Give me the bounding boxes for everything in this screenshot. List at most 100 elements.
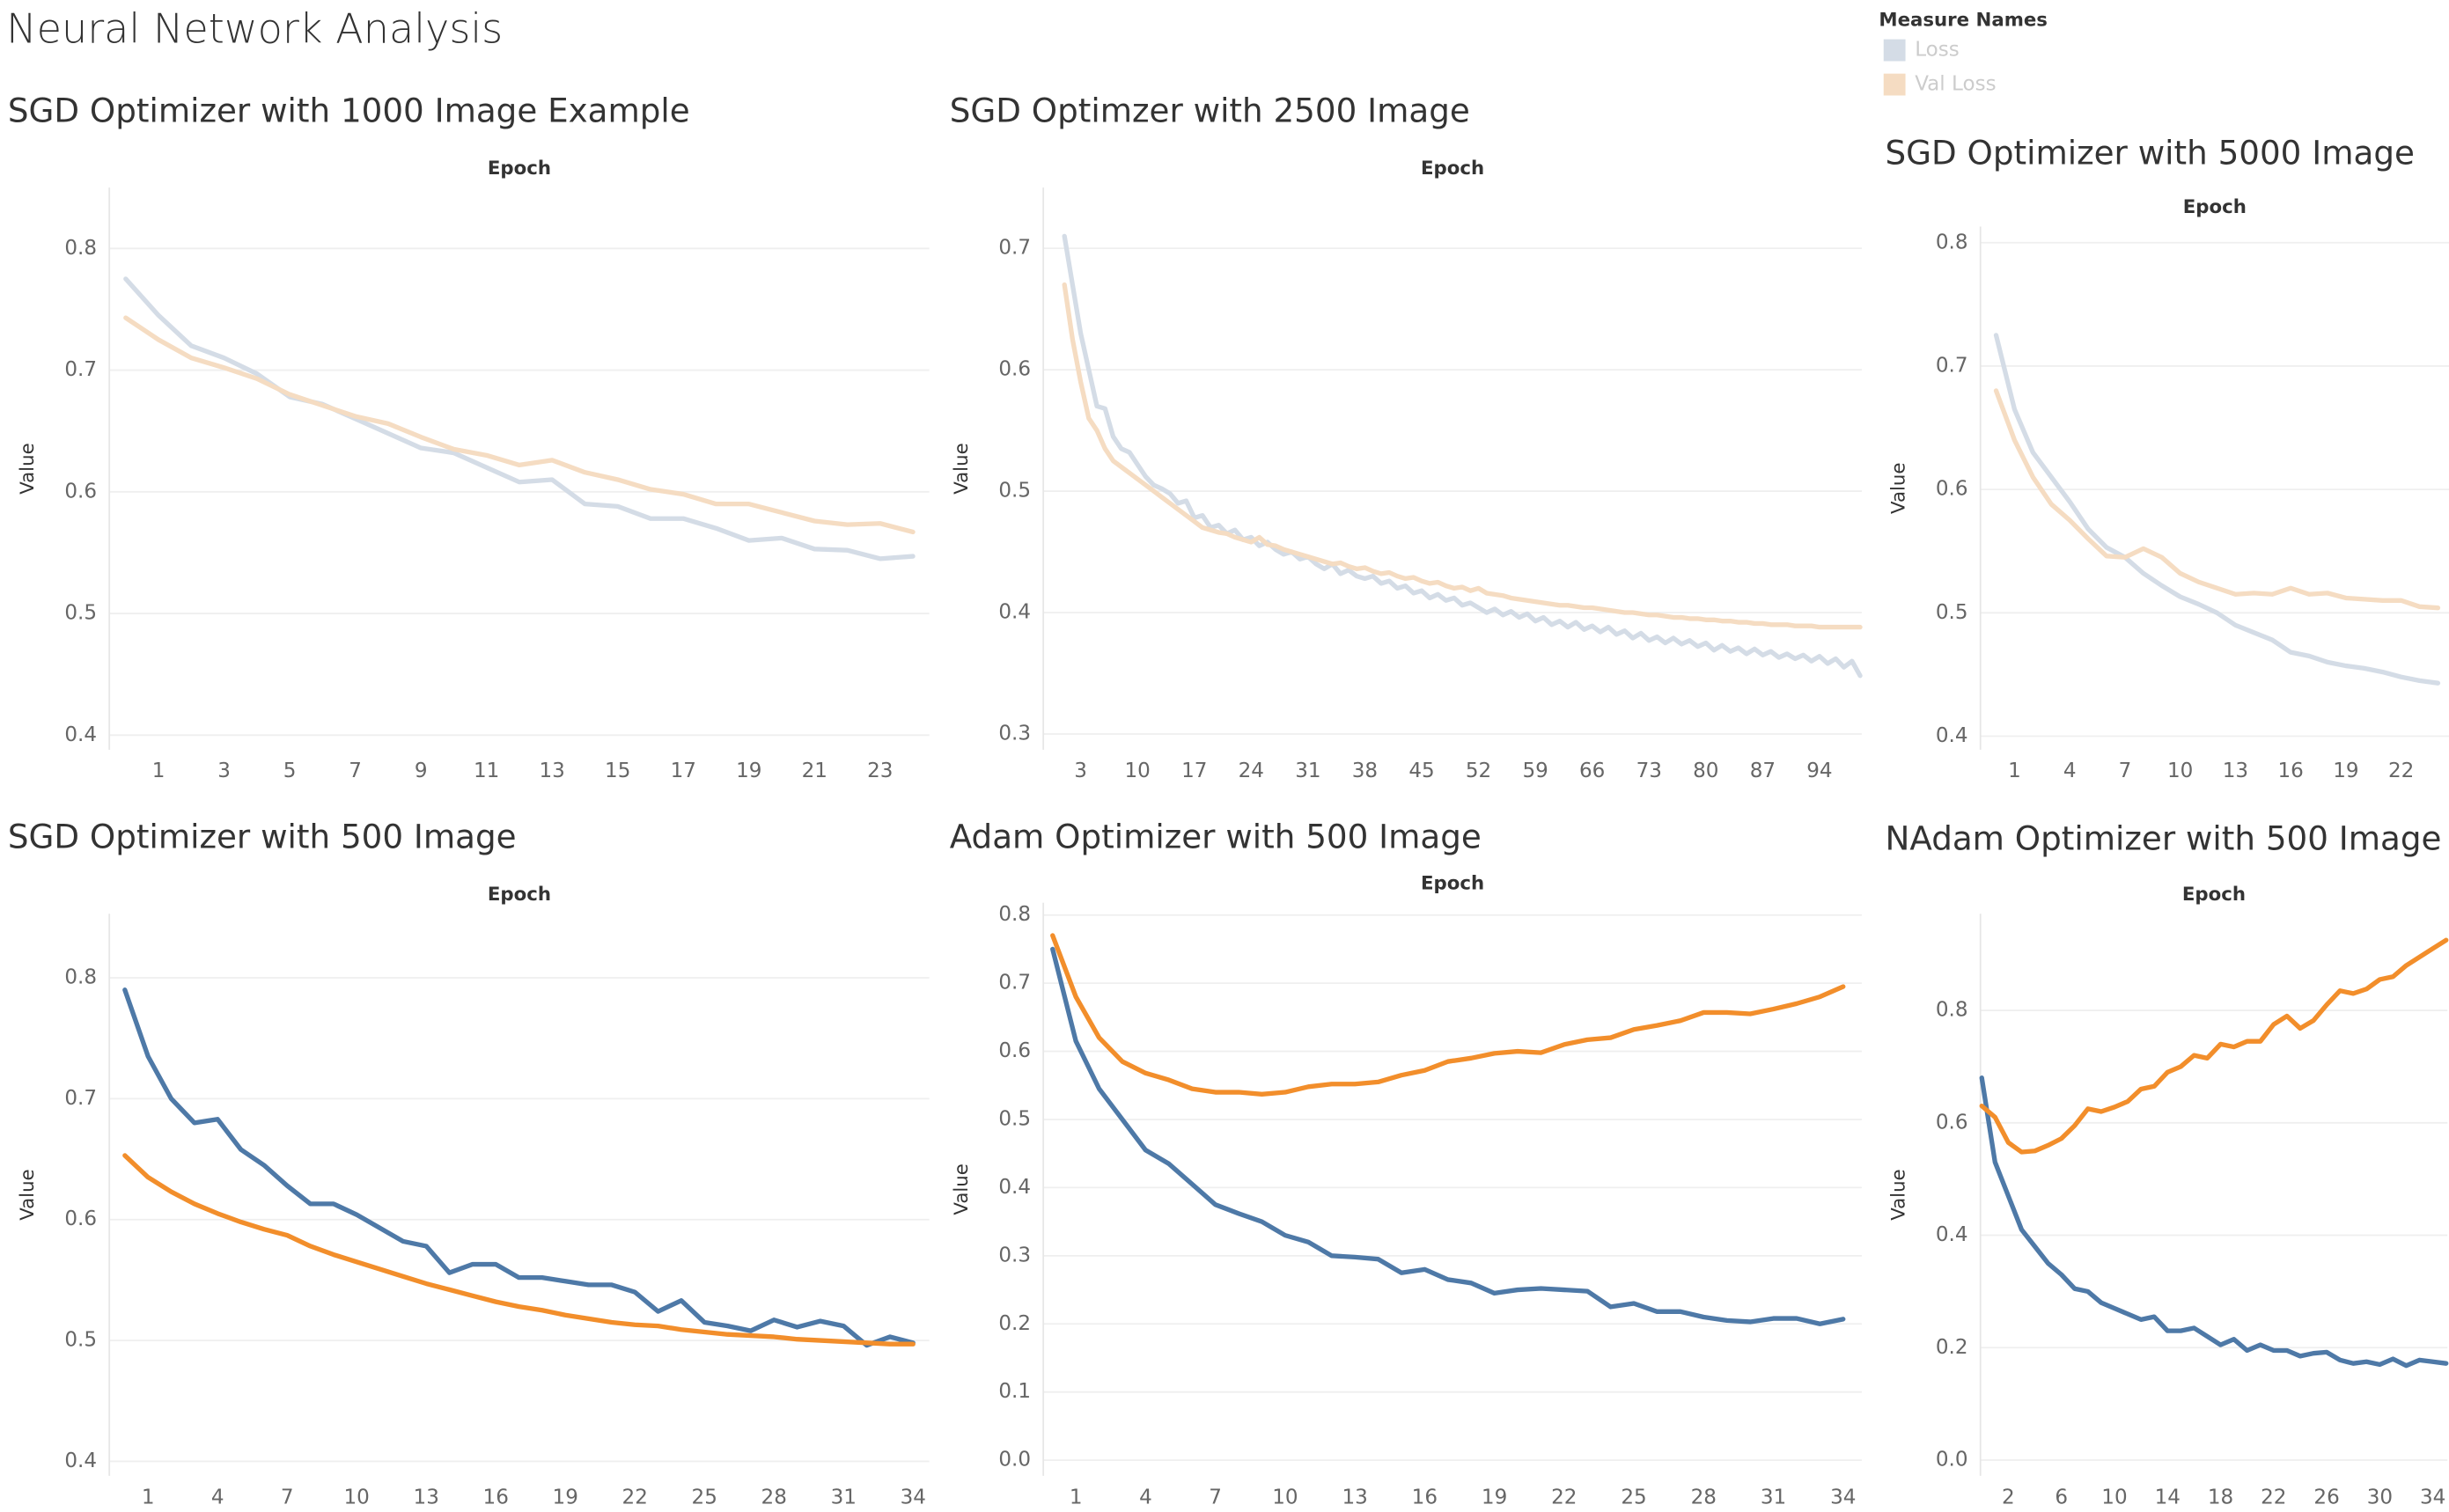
chart-panel: SGD Optimizer with 500 Image Epoch Value 0.… [8, 818, 930, 1508]
x-tick-label: 59 [1522, 760, 1548, 782]
x-tick-label: 73 [1636, 760, 1662, 782]
x-tick-label: 31 [1761, 1486, 1786, 1508]
x-tick-label: 13 [414, 1486, 439, 1508]
x-tick-label: 13 [540, 760, 565, 782]
legend-label: Loss [1915, 39, 1960, 62]
y-tick-label: 0.3 [998, 1244, 1031, 1266]
x-tick-label: 17 [1181, 760, 1207, 782]
series-line [1050, 933, 1846, 1097]
x-axis-title: Epoch [488, 158, 551, 180]
x-tick-label: 22 [1551, 1486, 1577, 1508]
x-tick-label: 24 [1239, 760, 1264, 782]
y-tick-label: 0.4 [1936, 1223, 1968, 1246]
x-tick-label: 10 [1125, 760, 1151, 782]
chart-title: NAdam Optimizer with 500 Image [1886, 818, 2442, 857]
series-line [123, 315, 916, 535]
y-tick-label: 0.0 [998, 1449, 1031, 1472]
y-tick-label: 0.6 [1936, 478, 1968, 501]
x-tick-label: 4 [211, 1486, 224, 1508]
x-tick-label: 2 [2002, 1486, 2015, 1508]
x-tick-label: 10 [2101, 1486, 2127, 1508]
x-tick-label: 94 [1806, 760, 1832, 782]
chart-title: SGD Optimizer with 500 Image [8, 818, 517, 856]
x-tick-label: 14 [2155, 1486, 2181, 1508]
x-tick-label: 1 [1070, 1486, 1083, 1508]
y-tick-label: 0.7 [998, 972, 1031, 995]
x-tick-label: 3 [1074, 760, 1087, 782]
y-tick-label: 0.6 [64, 1207, 97, 1230]
dashboard-title: Neural Network Analysis [6, 4, 503, 52]
x-tick-label: 45 [1408, 760, 1434, 782]
series-line [1979, 937, 2449, 1155]
y-tick-label: 0.8 [64, 965, 97, 988]
series-line [1062, 282, 1863, 630]
y-axis-title: Value [17, 443, 39, 494]
x-axis-title: Epoch [2182, 884, 2246, 906]
y-tick-label: 0.6 [998, 358, 1031, 381]
x-tick-label: 34 [901, 1486, 926, 1508]
x-tick-label: 30 [2367, 1486, 2393, 1508]
x-tick-label: 6 [2055, 1486, 2068, 1508]
y-tick-label: 0.1 [998, 1380, 1031, 1403]
y-tick-label: 0.8 [1936, 231, 1968, 253]
x-tick-label: 34 [2420, 1486, 2445, 1508]
x-tick-label: 19 [553, 1486, 578, 1508]
x-tick-label: 66 [1579, 760, 1605, 782]
legend-label: Val Loss [1915, 73, 1996, 96]
x-tick-label: 31 [1295, 760, 1320, 782]
y-tick-label: 0.4 [998, 601, 1031, 624]
chart-panel: NAdam Optimizer with 500 Image Epoch Value… [1886, 818, 2449, 1508]
y-tick-label: 0.5 [64, 1329, 97, 1352]
y-tick-label: 0.4 [64, 723, 97, 746]
y-tick-label: 0.7 [64, 1087, 97, 1110]
x-tick-label: 17 [671, 760, 696, 782]
y-tick-label: 0.8 [1936, 999, 1968, 1022]
x-axis-title: Epoch [488, 884, 551, 906]
series-line [122, 1153, 916, 1347]
x-tick-label: 7 [1209, 1486, 1222, 1508]
y-tick-label: 0.0 [1936, 1449, 1968, 1472]
x-tick-label: 19 [2333, 760, 2358, 782]
x-tick-label: 52 [1466, 760, 1491, 782]
x-tick-label: 10 [344, 1486, 370, 1508]
y-axis-title: Value [1887, 462, 1909, 513]
x-tick-label: 5 [283, 760, 297, 782]
x-tick-label: 16 [1412, 1486, 1438, 1508]
y-tick-label: 0.8 [64, 237, 97, 260]
x-tick-label: 4 [2063, 760, 2077, 782]
x-tick-label: 19 [736, 760, 761, 782]
x-tick-label: 1 [142, 1486, 155, 1508]
x-tick-label: 1 [2008, 760, 2021, 782]
series-line [1979, 1075, 2449, 1369]
series-line [123, 276, 916, 561]
x-tick-label: 10 [1272, 1486, 1298, 1508]
x-tick-label: 18 [2208, 1486, 2233, 1508]
series-line [122, 987, 916, 1348]
x-tick-label: 10 [2167, 760, 2193, 782]
y-tick-label: 0.6 [998, 1039, 1031, 1062]
chart-title: SGD Optimizer with 1000 Image Example [8, 92, 690, 130]
x-tick-label: 22 [2388, 760, 2414, 782]
series-line [1050, 946, 1846, 1326]
x-axis-title: Epoch [2183, 196, 2247, 218]
y-tick-label: 0.6 [64, 480, 97, 503]
chart-title: Adam Optimizer with 500 Image [950, 818, 1482, 856]
y-axis-title: Value [951, 443, 973, 494]
x-tick-label: 3 [217, 760, 231, 782]
x-tick-label: 16 [483, 1486, 509, 1508]
chart-title: SGD Optimizer with 5000 Image [1886, 133, 2415, 172]
x-tick-label: 22 [622, 1486, 648, 1508]
y-tick-label: 0.6 [1936, 1111, 1968, 1134]
y-tick-label: 0.2 [1936, 1336, 1968, 1359]
y-axis-title: Value [951, 1163, 973, 1215]
x-tick-label: 26 [2313, 1486, 2339, 1508]
x-tick-label: 13 [2223, 760, 2248, 782]
x-tick-label: 25 [1621, 1486, 1646, 1508]
series-line [1993, 333, 2441, 686]
y-tick-label: 0.5 [998, 480, 1031, 503]
x-tick-label: 7 [2119, 760, 2132, 782]
y-tick-label: 0.4 [64, 1450, 97, 1472]
x-tick-label: 87 [1750, 760, 1776, 782]
y-tick-label: 0.2 [998, 1312, 1031, 1335]
x-tick-label: 4 [1139, 1486, 1152, 1508]
